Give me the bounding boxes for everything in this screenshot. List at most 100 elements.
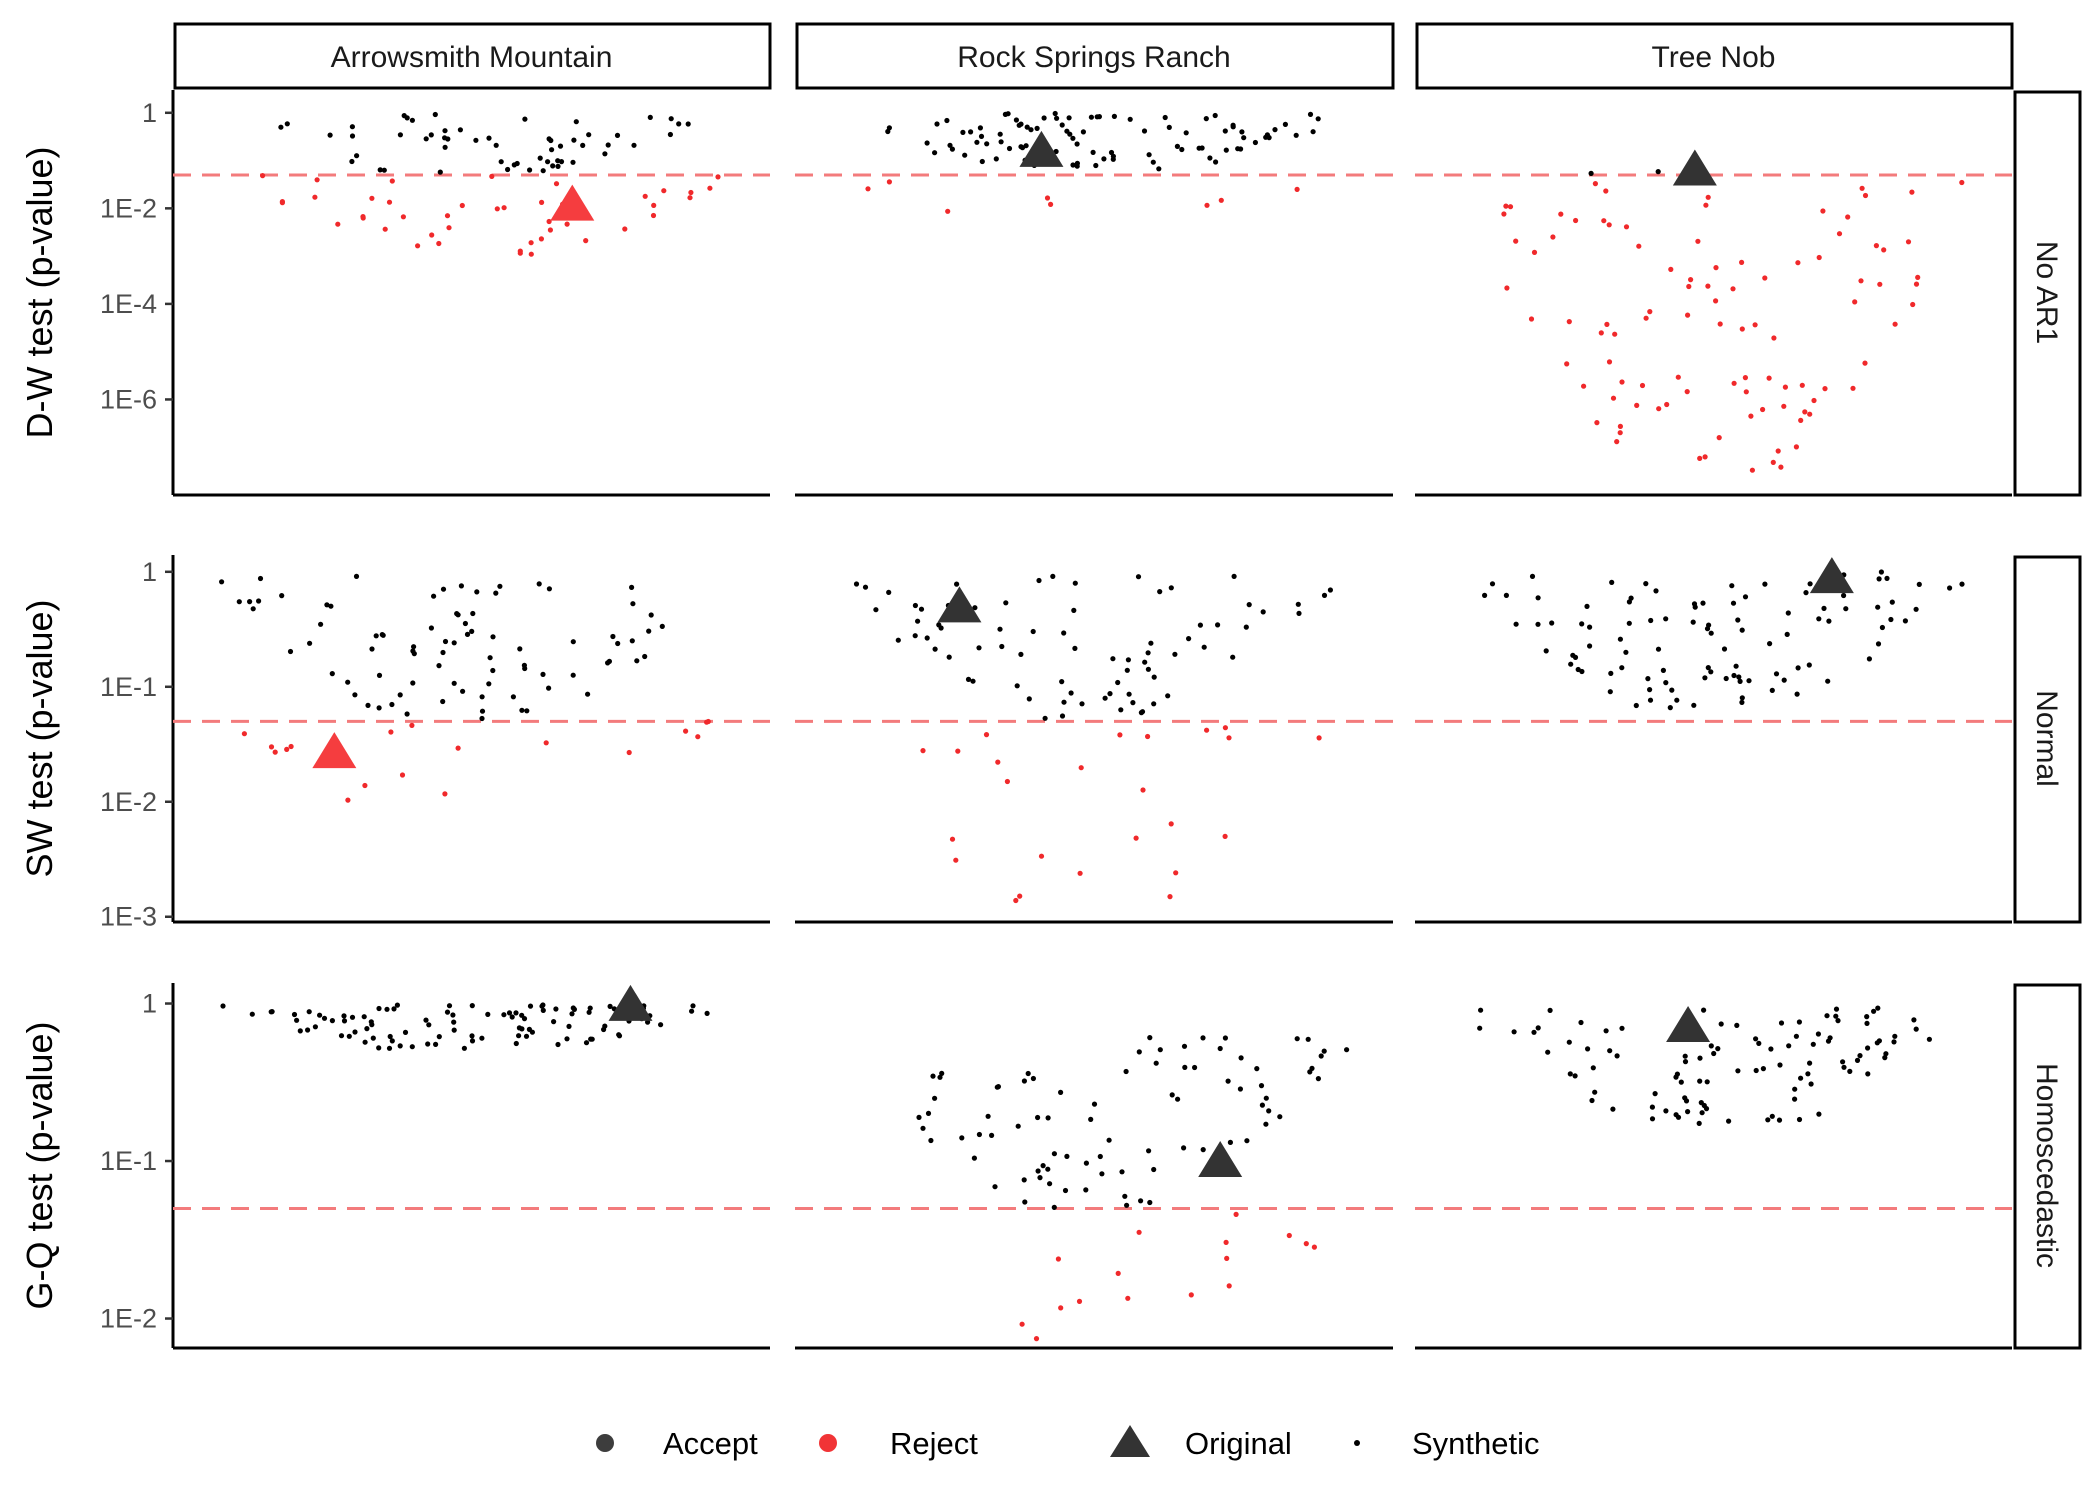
- synthetic-point-accept-gq-2-11: [925, 1110, 932, 1116]
- synthetic-point-reject-dw-1-10: [494, 206, 500, 212]
- synthetic-point-accept-sw-2-72: [954, 581, 960, 587]
- synthetic-point-reject-dw-3-21: [1550, 234, 1556, 240]
- synthetic-point-reject-sw-1-12: [626, 749, 632, 756]
- synthetic-point-accept-gq-2-34: [1318, 1053, 1324, 1059]
- synthetic-point-accept-gq-1-67: [479, 1035, 485, 1041]
- synthetic-point-accept-sw-1-39: [479, 715, 485, 722]
- synthetic-point-reject-dw-1-34: [415, 243, 421, 249]
- synthetic-point-accept-gq-3-29: [1827, 1035, 1833, 1041]
- synthetic-point-accept-gq-3-23: [1607, 1048, 1613, 1054]
- synthetic-point-accept-sw-3-91: [1660, 667, 1666, 674]
- synthetic-point-accept-sw-3-59: [1587, 643, 1593, 649]
- synthetic-point-accept-gq-3-73: [1726, 1118, 1732, 1124]
- synthetic-point-reject-sw-1-5: [683, 728, 689, 734]
- synthetic-point-accept-gq-2-15: [1083, 1187, 1089, 1193]
- synthetic-point-accept-sw-3-6: [1648, 617, 1654, 624]
- synthetic-point-accept-sw-3-81: [1584, 603, 1590, 610]
- synthetic-point-accept-sw-2-29: [999, 643, 1005, 650]
- synthetic-point-accept-gq-1-99: [570, 1005, 576, 1011]
- synthetic-point-accept-dw-2-75: [932, 150, 938, 156]
- synthetic-point-accept-sw-2-63: [1036, 577, 1042, 584]
- synthetic-point-accept-sw-2-40: [1157, 589, 1163, 595]
- synthetic-point-accept-dw-2-81: [1266, 135, 1272, 141]
- synthetic-point-accept-sw-1-42: [470, 610, 476, 617]
- synthetic-point-accept-sw-1-12: [365, 702, 371, 709]
- synthetic-point-accept-dw-1-14: [557, 143, 564, 149]
- synthetic-point-accept-gq-1-3: [346, 1033, 352, 1039]
- synthetic-point-accept-gq-1-37: [386, 1045, 393, 1051]
- synthetic-point-accept-dw-1-2: [432, 111, 438, 118]
- synthetic-point-reject-sw-2-15: [995, 759, 1001, 765]
- synthetic-point-accept-gq-2-65: [1035, 1168, 1041, 1174]
- synthetic-point-reject-dw-3-8: [1913, 281, 1920, 287]
- synthetic-point-accept-sw-2-15: [1165, 693, 1171, 699]
- synthetic-point-accept-dw-2-63: [978, 133, 985, 139]
- synthetic-point-accept-dw-1-10: [614, 132, 621, 138]
- synthetic-point-accept-gq-1-11: [349, 1014, 356, 1020]
- synthetic-point-accept-gq-3-96: [1883, 1051, 1889, 1057]
- synthetic-point-reject-dw-1-3: [436, 240, 442, 247]
- synthetic-point-accept-sw-2-67: [932, 646, 938, 652]
- synthetic-point-accept-gq-3-89: [1703, 1106, 1710, 1112]
- synthetic-point-accept-sw-3-67: [1843, 606, 1849, 612]
- synthetic-point-accept-gq-3-62: [1786, 1043, 1792, 1049]
- synthetic-point-accept-sw-1-79: [570, 639, 576, 645]
- synthetic-point-accept-gq-1-44: [588, 1036, 594, 1042]
- synthetic-point-reject-dw-3-70: [1614, 439, 1620, 445]
- synthetic-point-accept-sw-3-53: [1884, 575, 1890, 582]
- synthetic-point-accept-sw-1-33: [490, 667, 496, 674]
- synthetic-point-reject-dw-3-66: [1695, 238, 1701, 244]
- synthetic-point-accept-sw-1-31: [345, 679, 351, 685]
- synthetic-point-accept-sw-2-1: [1124, 667, 1130, 673]
- synthetic-point-accept-gq-3-7: [1911, 1017, 1917, 1023]
- synthetic-point-accept-gq-2-38: [1263, 1121, 1269, 1127]
- synthetic-point-accept-sw-2-65: [1072, 645, 1078, 652]
- synthetic-point-accept-gq-2-21: [916, 1114, 922, 1120]
- synthetic-point-accept-sw-1-27: [279, 593, 285, 599]
- synthetic-point-reject-dw-1-0: [642, 193, 648, 199]
- synthetic-point-accept-dw-1-45: [527, 167, 533, 173]
- synthetic-point-accept-sw-3-71: [1692, 604, 1698, 610]
- synthetic-point-accept-dw-1-5: [549, 147, 555, 153]
- synthetic-point-accept-sw-2-19: [1148, 640, 1154, 646]
- synthetic-point-reject-dw-3-32: [1619, 379, 1625, 385]
- synthetic-point-accept-sw-1-57: [451, 640, 457, 646]
- synthetic-point-accept-sw-1-64: [353, 573, 360, 580]
- synthetic-point-accept-dw-1-51: [401, 113, 407, 119]
- synthetic-point-accept-gq-2-10: [1192, 1064, 1198, 1071]
- synthetic-point-accept-sw-1-55: [324, 602, 330, 608]
- synthetic-point-accept-dw-2-3: [1150, 159, 1156, 165]
- synthetic-point-accept-dw-2-83: [1315, 116, 1321, 122]
- synthetic-point-accept-dw-2-5: [1310, 129, 1316, 135]
- synthetic-point-accept-sw-1-73: [318, 621, 324, 627]
- synthetic-point-accept-sw-1-56: [648, 612, 654, 618]
- synthetic-point-accept-sw-3-76: [1619, 665, 1625, 671]
- synthetic-point-reject-dw-3-39: [1581, 383, 1587, 389]
- synthetic-point-accept-dw-1-52: [349, 124, 355, 130]
- synthetic-point-accept-gq-1-53: [616, 1032, 622, 1038]
- synthetic-point-reject-dw-1-36: [335, 221, 341, 227]
- synthetic-point-reject-dw-3-84: [1881, 247, 1887, 253]
- synthetic-point-accept-gq-1-28: [397, 1043, 403, 1049]
- legend-label-synthetic: Synthetic: [1412, 1426, 1540, 1461]
- synthetic-point-reject-dw-3-27: [1822, 386, 1828, 392]
- synthetic-point-accept-sw-2-42: [965, 676, 972, 683]
- synthetic-point-accept-sw-1-67: [440, 698, 446, 705]
- synthetic-point-reject-gq-2-2: [1019, 1321, 1025, 1327]
- synthetic-point-accept-gq-1-29: [317, 1012, 323, 1018]
- synthetic-point-reject-dw-3-77: [1703, 202, 1709, 208]
- synthetic-point-accept-sw-3-35: [1730, 600, 1737, 606]
- column-strip-label-3: Tree Nob: [1652, 41, 1776, 74]
- synthetic-point-accept-sw-1-40: [287, 648, 294, 655]
- synthetic-point-accept-gq-1-30: [294, 1017, 300, 1023]
- synthetic-point-accept-gq-1-96: [540, 1007, 546, 1014]
- synthetic-point-accept-gq-1-90: [516, 1033, 522, 1039]
- synthetic-point-accept-sw-3-16: [1795, 665, 1801, 671]
- synthetic-point-accept-gq-1-60: [387, 1033, 393, 1040]
- synthetic-point-accept-sw-2-27: [1026, 696, 1032, 702]
- synthetic-point-accept-gq-1-68: [368, 1019, 374, 1025]
- synthetic-point-accept-gq-2-70: [1045, 1166, 1051, 1172]
- synthetic-point-reject-gq-2-13: [1223, 1239, 1229, 1245]
- synthetic-point-accept-gq-2-54: [1051, 1204, 1057, 1210]
- synthetic-point-reject-sw-1-1: [345, 797, 351, 803]
